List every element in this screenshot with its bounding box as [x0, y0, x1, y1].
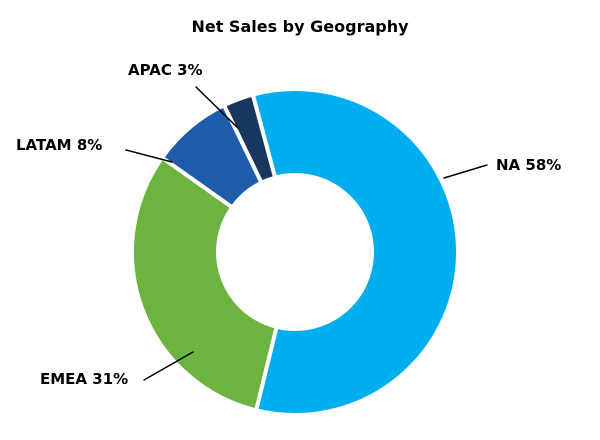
donut-slices [130, 86, 460, 417]
leader-line-na [443, 164, 488, 179]
donut-slice-apac [222, 92, 278, 185]
donut-slice-emea [130, 155, 279, 413]
leader-line-latam [125, 149, 173, 163]
leader-line-emea [143, 351, 194, 381]
callout-apac: APAC 3% [128, 61, 203, 79]
callout-emea: EMEA 31% [40, 370, 129, 388]
leader-line-apac [195, 86, 239, 129]
callout-na: NA 58% [496, 156, 562, 174]
callout-latam: LATAM 8% [16, 136, 103, 154]
leader-lines [125, 86, 488, 381]
chart-title: Net Sales by Geography [191, 17, 409, 36]
donut-slice-na [250, 86, 460, 417]
